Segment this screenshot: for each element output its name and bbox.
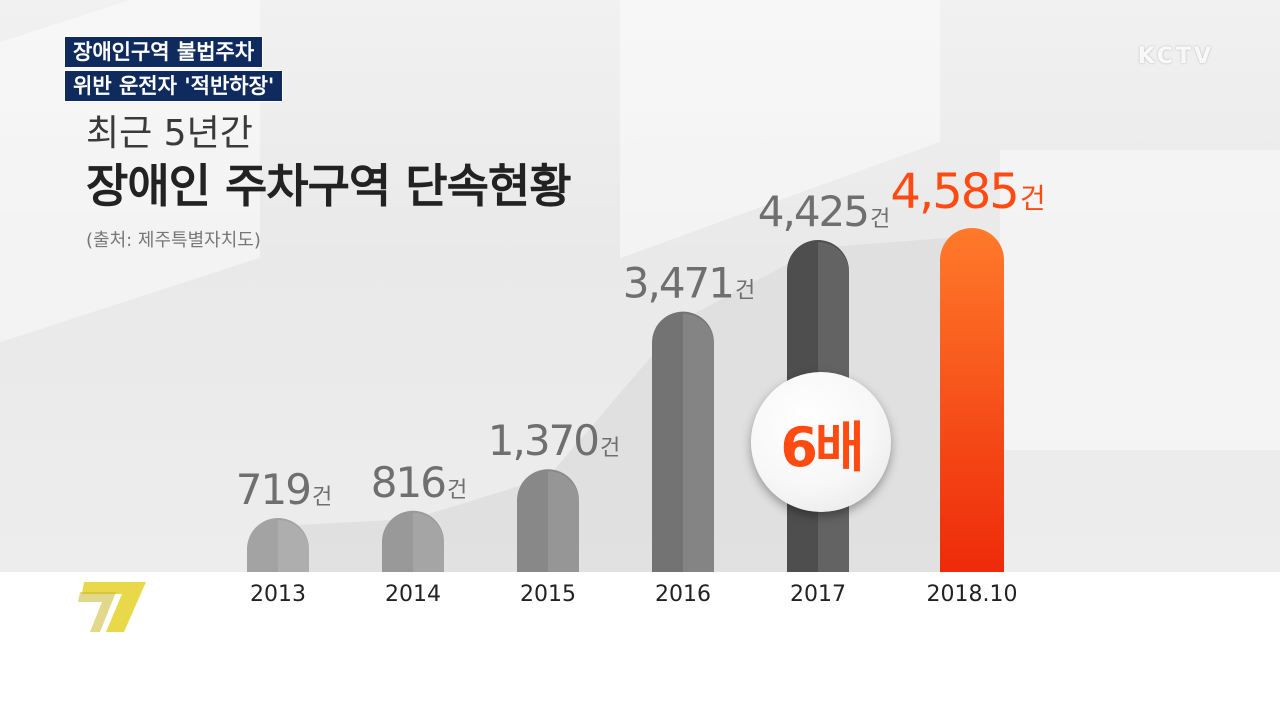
x-axis: 2013 2014 2015 2016 2017 2018.10: [250, 582, 1018, 607]
value-label-2018.10: 4,585건: [890, 164, 1045, 220]
growth-badge: 6배: [751, 372, 891, 512]
value-label-2015: 1,370건: [488, 416, 621, 465]
bg-shape: [1000, 150, 1280, 450]
caption-line-1: 장애인구역 불법주차: [64, 36, 264, 68]
bar-2016: [652, 311, 714, 572]
x-tick-2015: 2015: [520, 582, 576, 607]
bar-shade: [683, 313, 714, 572]
value-label-2014: 816건: [371, 458, 467, 507]
x-tick-2016: 2016: [655, 582, 711, 607]
x-tick-2017: 2017: [790, 582, 846, 607]
bar-2018.10: [940, 228, 1004, 572]
x-tick-2014: 2014: [385, 582, 441, 607]
value-label-2017: 4,425건: [758, 187, 891, 236]
value-label-2013: 719건: [236, 465, 332, 514]
bar-shade: [548, 471, 579, 572]
seven-icon: [78, 582, 146, 632]
bar-2013: [247, 518, 309, 572]
x-tick-2018.10: 2018.10: [927, 582, 1018, 607]
chart-source: (출처: 제주특별자치도): [86, 230, 261, 251]
bar-2014: [382, 510, 444, 572]
value-label-2016: 3,471건: [623, 259, 756, 308]
bar-shade: [413, 512, 444, 572]
chart-title: 장애인 주차구역 단속현황: [86, 159, 572, 213]
chart-heading: 최근 5년간 장애인 주차구역 단속현황 (출처: 제주특별자치도): [86, 112, 572, 252]
bar-2015: [517, 469, 579, 572]
bar-shade: [278, 520, 309, 572]
news-caption: 장애인구역 불법주차 위반 운전자 '적반하장': [64, 36, 284, 102]
x-tick-2013: 2013: [250, 582, 306, 607]
channel-logo: KCTV: [1137, 44, 1214, 69]
chart-subtitle: 최근 5년간: [86, 113, 253, 154]
caption-line-2: 위반 운전자 '적반하장': [64, 70, 284, 102]
